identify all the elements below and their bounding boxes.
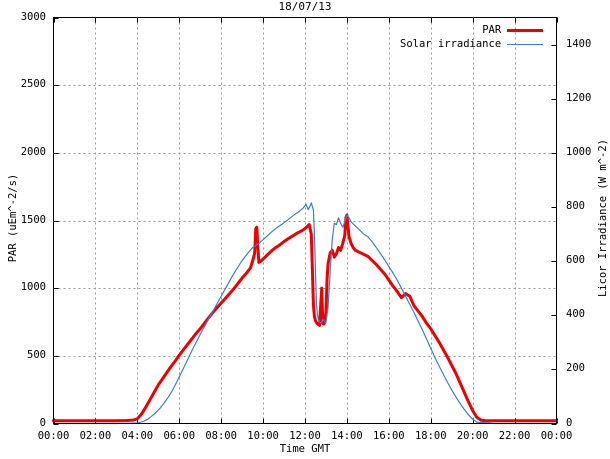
y-right-tick-label: 600 — [566, 254, 585, 267]
y-left-tick-label: 2000 — [20, 145, 46, 158]
x-tick-label: 22:00 — [498, 429, 531, 442]
axis-ticks — [53, 17, 558, 425]
legend-color-swatch — [507, 28, 544, 32]
x-axis-title: Time GMT — [279, 443, 331, 455]
x-tick-label: 18:00 — [414, 429, 447, 442]
y-right-tick-label: 800 — [566, 199, 585, 212]
legend-item: PAR — [400, 23, 544, 37]
x-tick-label: 02:00 — [79, 429, 112, 442]
x-tick-label: 12:00 — [289, 429, 321, 442]
y-left-tick-label: 1000 — [20, 281, 46, 294]
x-tick-label: 08:00 — [205, 429, 237, 442]
y-right-tick-label: 400 — [566, 308, 585, 321]
chart-legend: PAR Solar irradiance — [400, 23, 544, 51]
x-tick-label: 00:00 — [540, 429, 573, 442]
x-tick-label: 14:00 — [331, 429, 363, 442]
x-tick-label: 04:00 — [121, 429, 154, 442]
y-left-tick-label: 2500 — [20, 78, 46, 91]
y-right-tick-label: 1200 — [566, 91, 592, 104]
y-right-tick-label: 1400 — [566, 37, 592, 50]
y-left-tick-label: 1500 — [20, 213, 46, 226]
y-right-tick-label: 200 — [566, 362, 585, 375]
legend-label: PAR — [482, 24, 502, 36]
x-tick-label: 06:00 — [163, 429, 196, 442]
legend-item: Solar irradiance — [400, 37, 544, 51]
legend-label: Solar irradiance — [400, 38, 502, 50]
data-series — [52, 202, 558, 425]
legend-color-swatch — [507, 43, 544, 45]
y-right-tick-label: 1000 — [566, 145, 592, 158]
y-left-tick-label: 3000 — [20, 10, 46, 23]
grid-lines — [53, 17, 557, 424]
x-tick-label: 00:00 — [37, 429, 70, 442]
x-tick-label: 16:00 — [373, 429, 405, 442]
x-tick-label: 10:00 — [247, 429, 279, 442]
x-tick-label: 20:00 — [456, 429, 489, 442]
y-left-tick-label: 500 — [27, 348, 46, 361]
chart-title: 18/07/13 — [278, 0, 332, 13]
y-right-tick-label: 0 — [566, 416, 573, 429]
series-line-solar-irradiance — [52, 202, 558, 425]
plot-frame — [53, 17, 557, 424]
y-left-tick-label: 0 — [39, 416, 46, 429]
series-line-par — [52, 213, 558, 423]
